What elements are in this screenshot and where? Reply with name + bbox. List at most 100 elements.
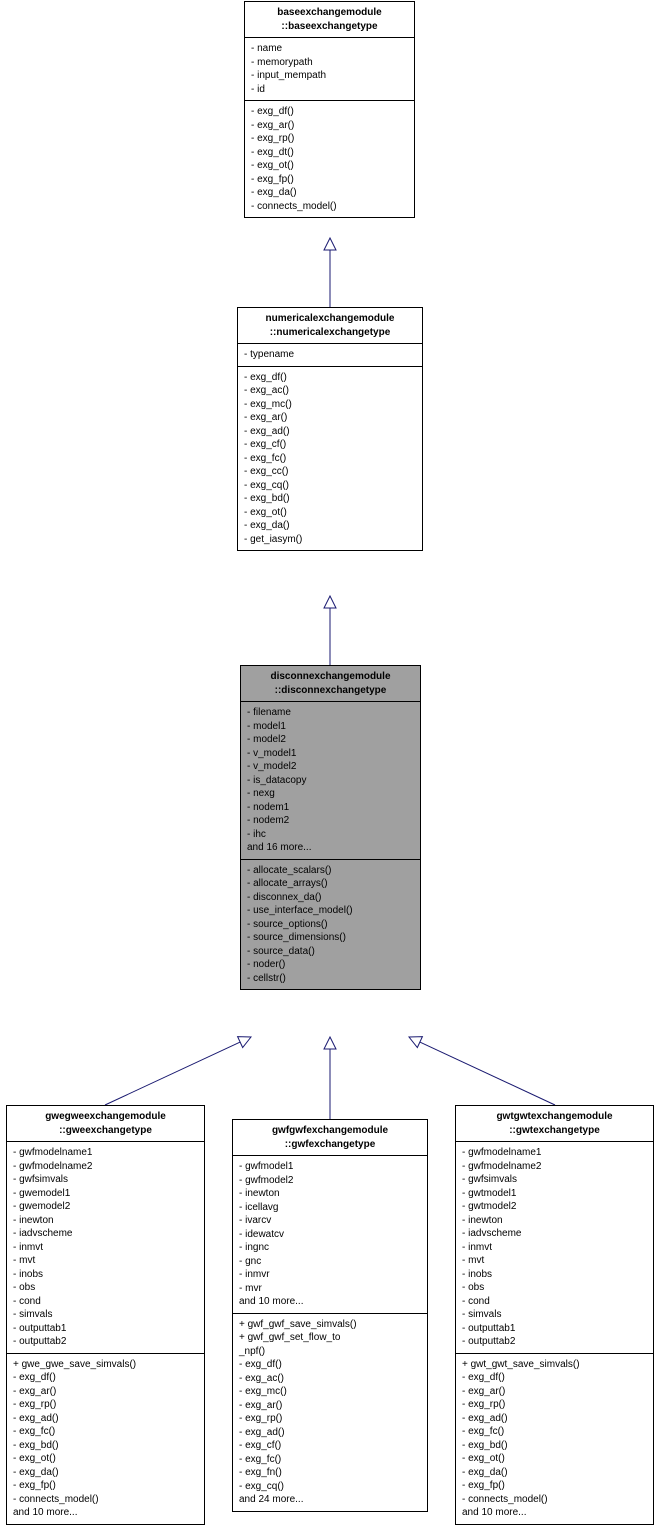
class-methods: - allocate_scalars()- allocate_arrays()-… (241, 860, 420, 990)
method-item: - exg_rp() (239, 1412, 421, 1426)
class-methods: - exg_df()- exg_ar()- exg_rp()- exg_dt()… (245, 101, 414, 217)
class-title-line2: ::disconnexchangetype (247, 684, 414, 698)
attribute-item: - input_mempath (251, 69, 408, 83)
attribute-item: - filename (247, 706, 414, 720)
method-item: - exg_fp() (462, 1479, 647, 1493)
attribute-item: - name (251, 42, 408, 56)
attribute-item: - inewton (239, 1187, 421, 1201)
method-item: - exg_fc() (462, 1425, 647, 1439)
attribute-item: - obs (13, 1281, 198, 1295)
attribute-item: - nodem1 (247, 801, 414, 815)
attribute-item: - gwtmodel1 (462, 1187, 647, 1201)
attribute-item: - outputtab2 (462, 1335, 647, 1349)
method-item: - exg_dt() (251, 146, 408, 160)
attribute-item: - simvals (13, 1308, 198, 1322)
attribute-item: - simvals (462, 1308, 647, 1322)
method-item: + gwf_gwf_save_simvals() (239, 1318, 421, 1332)
method-item: _npf() (239, 1345, 421, 1359)
attribute-item: - gwfmodelname2 (13, 1160, 198, 1174)
attribute-item: - is_datacopy (247, 774, 414, 788)
method-item: - exg_ac() (239, 1372, 421, 1386)
method-item: - exg_ad() (462, 1412, 647, 1426)
method-item: and 10 more... (13, 1506, 198, 1520)
attribute-item: - nexg (247, 787, 414, 801)
uml-class-disconnex[interactable]: disconnexchangemodule::disconnexchangety… (240, 665, 421, 990)
attribute-item: and 10 more... (239, 1295, 421, 1309)
method-item: - exg_df() (239, 1358, 421, 1372)
attribute-item: - gwfmodel1 (239, 1160, 421, 1174)
class-title-line1: gwegweexchangemodule (13, 1110, 198, 1124)
method-item: - exg_ac() (244, 384, 416, 398)
class-title-line2: ::numericalexchangetype (244, 326, 416, 340)
attribute-item: - inewton (13, 1214, 198, 1228)
method-item: - exg_fp() (13, 1479, 198, 1493)
inheritance-arrowhead (324, 596, 336, 608)
attribute-item: - mvt (13, 1254, 198, 1268)
attribute-item: - gwfmodelname1 (13, 1146, 198, 1160)
method-item: - exg_ar() (239, 1399, 421, 1413)
uml-class-baseexchange[interactable]: baseexchangemodule::baseexchangetype- na… (244, 1, 415, 218)
method-item: - exg_ad() (13, 1412, 198, 1426)
method-item: - source_data() (247, 945, 414, 959)
inheritance-arrowhead (409, 1037, 422, 1048)
method-item: - exg_ar() (13, 1385, 198, 1399)
method-item: - exg_ot() (13, 1452, 198, 1466)
method-item: - connects_model() (13, 1493, 198, 1507)
method-item: - exg_fc() (239, 1453, 421, 1467)
class-title-line2: ::gweexchangetype (13, 1124, 198, 1138)
attribute-item: - mvr (239, 1282, 421, 1296)
attribute-item: - icellavg (239, 1201, 421, 1215)
method-item: - exg_cc() (244, 465, 416, 479)
inheritance-arrowhead (324, 238, 336, 250)
uml-class-gwf[interactable]: gwfgwfexchangemodule::gwfexchangetype- g… (232, 1119, 428, 1512)
attribute-item: - gwemodel1 (13, 1187, 198, 1201)
attribute-item: - idewatcv (239, 1228, 421, 1242)
inheritance-edge (420, 1042, 555, 1105)
method-item: - exg_cf() (244, 438, 416, 452)
method-item: + gwe_gwe_save_simvals() (13, 1358, 198, 1372)
method-item: - exg_df() (462, 1371, 647, 1385)
class-methods: + gwt_gwt_save_simvals()- exg_df()- exg_… (456, 1354, 653, 1524)
attribute-item: - outputtab2 (13, 1335, 198, 1349)
method-item: - exg_cq() (244, 479, 416, 493)
method-item: - exg_ar() (244, 411, 416, 425)
method-item: - exg_ot() (251, 159, 408, 173)
method-item: - exg_rp() (251, 132, 408, 146)
uml-class-gwt[interactable]: gwtgwtexchangemodule::gwtexchangetype- g… (455, 1105, 654, 1525)
class-title-line1: gwfgwfexchangemodule (239, 1124, 421, 1138)
attribute-item: - memorypath (251, 56, 408, 70)
class-title: baseexchangemodule::baseexchangetype (245, 2, 414, 38)
method-item: - exg_ad() (239, 1426, 421, 1440)
class-methods: - exg_df()- exg_ac()- exg_mc()- exg_ar()… (238, 367, 422, 551)
attribute-item: - gnc (239, 1255, 421, 1269)
class-title-line2: ::gwtexchangetype (462, 1124, 647, 1138)
method-item: - exg_fc() (244, 452, 416, 466)
attribute-item: - gwemodel2 (13, 1200, 198, 1214)
attribute-item: - outputtab1 (462, 1322, 647, 1336)
attribute-item: - ingnc (239, 1241, 421, 1255)
attribute-item: - mvt (462, 1254, 647, 1268)
attribute-item: - cond (13, 1295, 198, 1309)
uml-class-gwe[interactable]: gwegweexchangemodule::gweexchangetype- g… (6, 1105, 205, 1525)
attribute-item: - gwtmodel2 (462, 1200, 647, 1214)
method-item: - get_iasym() (244, 533, 416, 547)
attribute-item: - nodem2 (247, 814, 414, 828)
method-item: - exg_ad() (244, 425, 416, 439)
method-item: - exg_df() (13, 1371, 198, 1385)
method-item: - exg_da() (13, 1466, 198, 1480)
attribute-item: - model1 (247, 720, 414, 734)
inheritance-arrowhead (238, 1037, 251, 1048)
attribute-item: - iadvscheme (13, 1227, 198, 1241)
method-item: - exg_rp() (462, 1398, 647, 1412)
class-title-line1: baseexchangemodule (251, 6, 408, 20)
attribute-item: - iadvscheme (462, 1227, 647, 1241)
method-item: - exg_da() (251, 186, 408, 200)
method-item: - exg_ar() (251, 119, 408, 133)
method-item: - cellstr() (247, 972, 414, 986)
class-title-line1: numericalexchangemodule (244, 312, 416, 326)
attribute-item: - ihc (247, 828, 414, 842)
attribute-item: - gwfsimvals (462, 1173, 647, 1187)
attribute-item: - ivarcv (239, 1214, 421, 1228)
method-item: - exg_rp() (13, 1398, 198, 1412)
uml-class-numericalexchange[interactable]: numericalexchangemodule::numericalexchan… (237, 307, 423, 551)
